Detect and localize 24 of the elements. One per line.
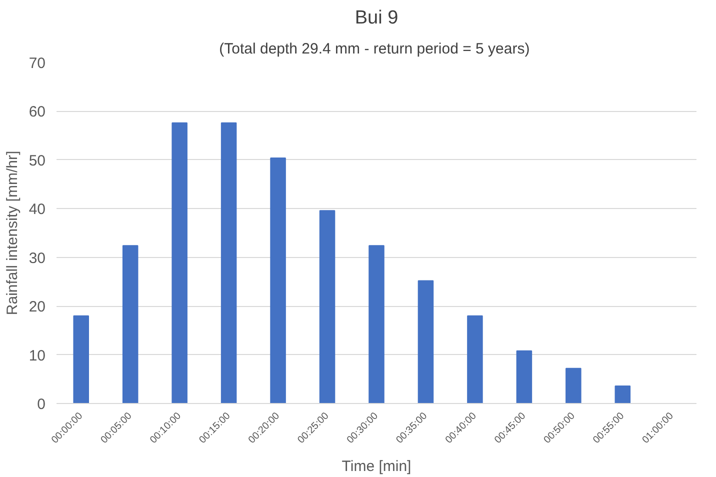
chart-subtitle: (Total depth 29.4 mm - return period = 5 years) xyxy=(219,40,530,58)
chart-title: Bui 9 xyxy=(354,8,398,28)
y-tick-label: 50 xyxy=(28,152,46,170)
bar xyxy=(368,245,384,404)
y-tick-label: 0 xyxy=(37,396,46,413)
x-axis-title: Time [min] xyxy=(342,458,412,475)
y-tick-label: 30 xyxy=(28,250,46,267)
y-tick-label: 10 xyxy=(28,347,46,364)
bar xyxy=(220,122,237,404)
bar xyxy=(566,368,582,404)
y-axis-title: Rainfall intensity [mm/hr] xyxy=(4,150,21,316)
bar xyxy=(73,315,89,404)
y-tick-label: 40 xyxy=(28,201,46,218)
bar xyxy=(319,210,336,404)
y-tick-label: 70 xyxy=(28,55,46,72)
bar xyxy=(467,315,483,404)
y-tick-label: 60 xyxy=(28,104,46,121)
bar xyxy=(122,245,138,404)
bar xyxy=(270,157,286,404)
bar xyxy=(516,350,532,404)
y-tick-label: 20 xyxy=(28,298,46,316)
bar xyxy=(614,385,631,404)
bar xyxy=(418,280,434,404)
bar xyxy=(172,122,188,404)
